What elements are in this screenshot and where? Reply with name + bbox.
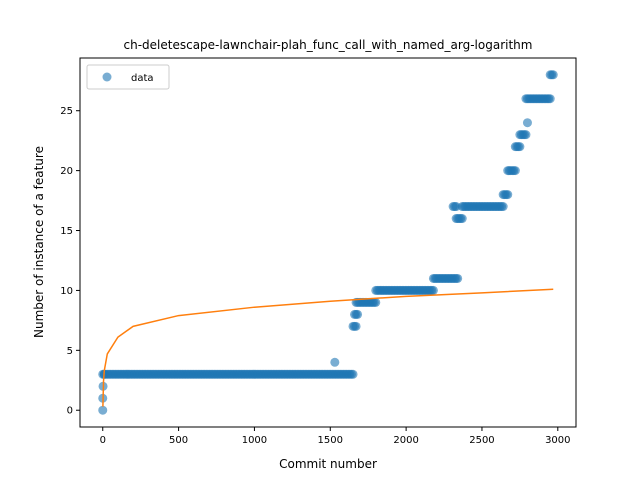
y-tick-label: 0 xyxy=(67,406,73,417)
data-point xyxy=(548,70,558,80)
x-axis-label: Commit number xyxy=(279,457,377,471)
data-point xyxy=(98,405,108,415)
data-point xyxy=(503,190,513,200)
data-point xyxy=(453,273,463,283)
x-tick-label: 2500 xyxy=(469,435,494,446)
data-point xyxy=(330,357,340,367)
chart-title: ch-deletescape-lawnchair-plah_func_call_… xyxy=(124,38,533,52)
legend-box xyxy=(86,64,170,90)
y-tick-label: 20 xyxy=(60,166,73,177)
x-tick-label: 500 xyxy=(169,435,188,446)
data-point xyxy=(371,297,381,307)
legend-label: data xyxy=(131,73,154,84)
data-point xyxy=(521,130,531,140)
x-tick-label: 0 xyxy=(100,435,106,446)
data-point xyxy=(353,309,363,319)
fit-line-group xyxy=(102,288,554,407)
data-point xyxy=(348,369,358,379)
data-point xyxy=(498,202,508,212)
y-axis-label: Number of instance of a feature xyxy=(32,146,46,338)
y-axis: 0 5 10 15 20 25 xyxy=(60,106,80,417)
x-tick-label: 1500 xyxy=(318,435,343,446)
data-point xyxy=(457,214,467,224)
data-point xyxy=(515,142,525,152)
plot-area xyxy=(80,58,576,427)
data-marks xyxy=(98,70,558,415)
x-tick-label: 1000 xyxy=(242,435,267,446)
x-axis: 0 500 1000 1500 2000 2500 3000 xyxy=(100,427,571,446)
fit-line xyxy=(102,288,554,407)
legend-marker xyxy=(102,72,112,82)
data-point xyxy=(522,118,532,128)
legend: data xyxy=(86,64,170,90)
data-point xyxy=(428,285,438,295)
data-point xyxy=(351,321,361,331)
x-tick-label: 2000 xyxy=(393,435,418,446)
data-point xyxy=(510,166,520,176)
y-tick-label: 5 xyxy=(67,346,73,357)
x-tick-label: 3000 xyxy=(545,435,570,446)
plot-frame xyxy=(79,57,577,428)
data-point xyxy=(545,94,555,104)
y-tick-label: 15 xyxy=(60,226,73,237)
y-tick-label: 25 xyxy=(60,106,73,117)
y-tick-label: 10 xyxy=(60,286,73,297)
